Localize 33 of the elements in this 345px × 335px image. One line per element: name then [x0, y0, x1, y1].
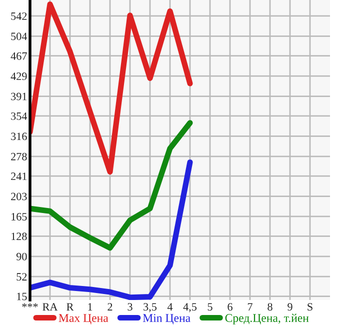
- x-tick-label: 4: [167, 303, 173, 310]
- y-tick-label: 391: [11, 92, 27, 100]
- y-tick-label: 241: [11, 172, 27, 180]
- x-tick-label: R: [66, 303, 74, 310]
- y-tick-label: 354: [11, 112, 28, 120]
- y-tick-label: 90: [16, 252, 27, 260]
- x-tick-label: 2: [108, 303, 112, 310]
- y-tick-label: 165: [12, 212, 27, 220]
- x-tick-label: 6: [228, 303, 232, 311]
- y-tick-label: 467: [10, 52, 27, 60]
- x-tick-label: 4,5: [183, 303, 197, 312]
- legend-label: Max Цена: [58, 314, 108, 324]
- y-tick-label: 542: [11, 12, 27, 20]
- y-tick-label: 316: [11, 132, 27, 140]
- y-tick-label: 278: [11, 152, 27, 160]
- x-tick-label: 5: [208, 303, 212, 311]
- y-tick-label: 52: [16, 273, 27, 281]
- x-tick-label: ***: [22, 303, 38, 308]
- y-tick-label: 15: [17, 292, 27, 300]
- legend-label: Min Цена: [142, 314, 190, 324]
- legend-label: Сред.Цена, т.йен: [225, 314, 309, 324]
- x-tick-label: 7: [248, 303, 252, 310]
- y-tick-label: 128: [12, 232, 27, 240]
- y-tick-label: 203: [11, 192, 27, 200]
- x-tick-label: 8: [268, 303, 272, 311]
- x-tick-label: S: [308, 303, 312, 311]
- y-tick-label: 504: [11, 32, 28, 40]
- y-tick-label: 429: [10, 72, 27, 80]
- x-tick-label: 1: [88, 303, 92, 310]
- x-tick-label: 3,5: [144, 303, 157, 312]
- x-tick-label: 9: [288, 303, 292, 311]
- x-tick-label: RA: [42, 303, 58, 310]
- x-tick-label: 3: [128, 303, 132, 311]
